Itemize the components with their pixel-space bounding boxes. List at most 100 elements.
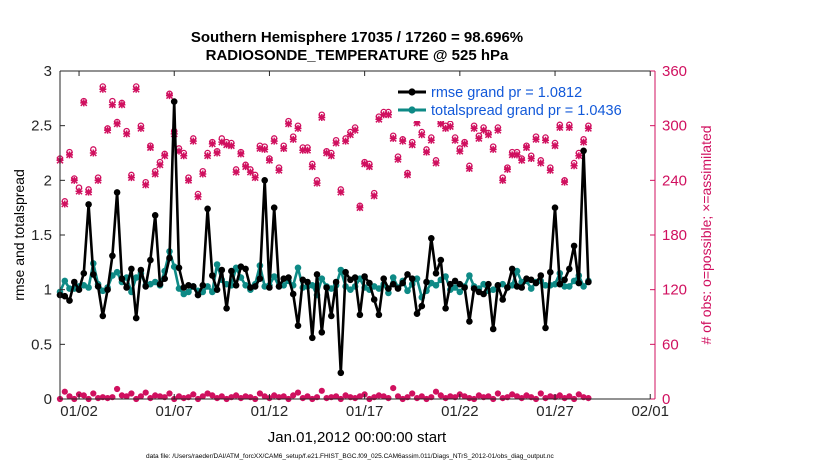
y-left-tick-label: 1: [44, 282, 52, 299]
rmse-point: [442, 305, 449, 312]
obs-assimilated-point: [475, 134, 483, 142]
obs-rejected-point: [290, 392, 297, 399]
rmse-point: [128, 265, 135, 273]
rmse-point: [494, 282, 502, 289]
obs-rejected-point: [556, 392, 563, 399]
obs-assimilated-point: [389, 134, 397, 142]
rmse-point: [423, 278, 430, 286]
obs-assimilated-point: [380, 111, 388, 119]
legend-rmse-marker: [408, 88, 416, 96]
obs-assimilated-point: [89, 149, 97, 157]
totalspread-point: [294, 264, 302, 272]
x-tick-label: 02/01: [631, 403, 669, 420]
obs-assimilated-point: [465, 164, 473, 173]
y-left-tick-label: 1.5: [31, 227, 52, 244]
rmse-point: [270, 204, 278, 211]
obs-assimilated-point: [299, 146, 307, 154]
y-right-tick-label: 120: [662, 282, 687, 299]
rmse-point: [566, 265, 573, 273]
rmse-point: [527, 276, 535, 284]
obs-assimilated-point: [156, 161, 164, 169]
obs-rejected-point: [137, 393, 144, 400]
obs-rejected-point: [256, 390, 263, 397]
rmse-point: [328, 312, 335, 320]
rmse-point: [132, 314, 140, 322]
totalspread-point: [213, 261, 221, 268]
rmse-point: [75, 286, 83, 294]
obs-assimilated-point: [151, 170, 159, 178]
obs-assimilated-point: [270, 137, 278, 145]
rmse-point: [451, 277, 459, 285]
obs-rejected-point: [375, 392, 382, 399]
obs-rejected-point: [90, 390, 97, 397]
obs-rejected-point: [166, 390, 173, 397]
rmse-point: [309, 334, 316, 342]
obs-assimilated-point: [237, 150, 245, 158]
rmse-point: [551, 204, 559, 211]
y-right-tick-label: 360: [662, 63, 687, 80]
obs-assimilated-point: [146, 144, 154, 152]
rmse-point: [294, 322, 302, 330]
rmse-point: [561, 276, 568, 284]
rmse-point: [85, 201, 92, 208]
obs-rejected-point: [280, 393, 287, 400]
obs-assimilated-point: [127, 174, 135, 182]
obs-assimilated-point: [123, 130, 131, 138]
rmse-point: [508, 265, 516, 273]
obs-assimilated-point: [356, 204, 364, 212]
y-right-tick-label: 180: [662, 227, 687, 244]
rmse-point: [123, 284, 130, 291]
obs-assimilated-point: [513, 151, 521, 159]
totalspread-point: [456, 288, 464, 296]
obs-rejected-point: [518, 395, 525, 402]
rmse-point: [413, 310, 421, 318]
obs-assimilated-point: [280, 144, 288, 152]
rmse-point: [447, 280, 454, 288]
totalspread-point: [527, 285, 535, 292]
legend-box: [394, 81, 652, 121]
obs-assimilated-point: [213, 149, 221, 157]
rmse-point: [480, 290, 487, 298]
obs-rejected-point: [80, 392, 87, 399]
x-tick-label: 01/22: [441, 403, 479, 420]
obs-assimilated-point: [551, 142, 559, 150]
rmse-point: [90, 271, 97, 278]
x-tick-label: 01/12: [251, 403, 289, 420]
obs-assimilated-point: [442, 124, 450, 132]
obs-rejected-point: [233, 392, 240, 399]
rmse-point: [109, 252, 116, 260]
totalspread-point: [270, 273, 278, 280]
rmse-point: [375, 311, 383, 319]
rmse-point: [261, 177, 269, 184]
obs-assimilated-point: [342, 137, 350, 145]
rmse-point: [385, 285, 392, 292]
rmse-point: [504, 284, 511, 291]
rmse-point: [313, 271, 321, 278]
obs-assimilated-point: [384, 111, 392, 119]
obs-assimilated-point: [142, 181, 150, 189]
obs-assimilated-point: [503, 165, 511, 173]
rmse-point: [289, 290, 297, 298]
obs-assimilated-point: [261, 145, 269, 153]
totalspread-point: [318, 275, 326, 283]
obs-assimilated-point: [561, 178, 569, 186]
obs-assimilated-point: [132, 85, 140, 93]
obs-assimilated-point: [456, 147, 464, 155]
rmse-point: [170, 98, 178, 105]
obs-rejected-point: [142, 389, 149, 396]
obs-assimilated-point: [75, 187, 83, 195]
rmse-point: [456, 280, 464, 288]
obs-assimilated-point: [303, 146, 312, 154]
obs-rejected-point: [66, 393, 73, 400]
obs-assimilated-point: [218, 138, 226, 146]
totalspread-point: [61, 277, 69, 285]
rmse-point: [204, 205, 211, 213]
rmse-point: [470, 285, 478, 292]
rmse-point: [399, 279, 407, 287]
obs-rejected-point: [61, 388, 68, 395]
rmse-point: [251, 283, 259, 290]
rmse-point: [575, 279, 583, 287]
rmse-point: [266, 284, 273, 291]
obs-assimilated-point: [394, 155, 402, 163]
